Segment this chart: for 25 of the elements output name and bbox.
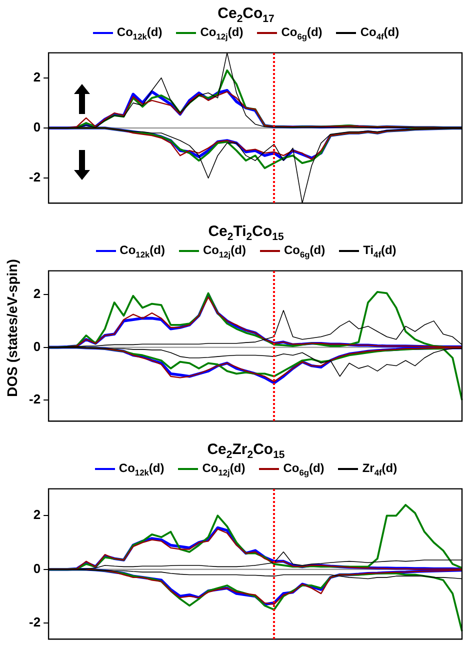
legend-label: Co$_{12k}$(d) [120, 242, 165, 260]
y-tick-label: 2 [33, 507, 41, 522]
chart-title: Ce$_{2}$Ti$_{2}$Co$_{15}$ [207, 222, 285, 243]
legend-label: Co$_{12j}$(d) [202, 242, 246, 260]
legend-label: Co$_{6g}$(d) [283, 460, 324, 478]
y-tick-label: 2 [33, 286, 41, 302]
legend-label: Co$_{12k}$(d) [118, 460, 164, 478]
y-tick-label: 0 [33, 338, 41, 354]
legend-label: Zr$_{4f}$(d) [362, 460, 398, 478]
y-tick-label: -2 [28, 392, 41, 407]
y-tick-label: 0 [33, 560, 41, 576]
legend-label: Co$_{6g}$(d) [284, 242, 326, 260]
y-tick-label: -2 [28, 614, 41, 630]
chart-title: Ce$_{2}$Co$_{17}$ [216, 4, 276, 25]
legend-label: Co$_{12k}$(d) [116, 24, 162, 42]
legend-label: Co$_{12j}$(d) [200, 24, 244, 42]
legend-label: Co$_{12j}$(d) [202, 460, 246, 478]
y-axis-title: DOS (states/eV-spin) [4, 258, 20, 396]
y-tick-label: -2 [28, 170, 41, 185]
legend-label: Co$_{6g}$(d) [281, 24, 322, 42]
chart-title: Ce$_{2}$Zr$_{2}$Co$_{15}$ [206, 440, 286, 461]
legend-label: Ti$_{4f}$(d) [363, 242, 396, 260]
legend-label: Co$_{4f}$(d) [360, 24, 400, 42]
y-tick-label: 2 [33, 69, 41, 84]
y-tick-label: 0 [33, 120, 41, 135]
